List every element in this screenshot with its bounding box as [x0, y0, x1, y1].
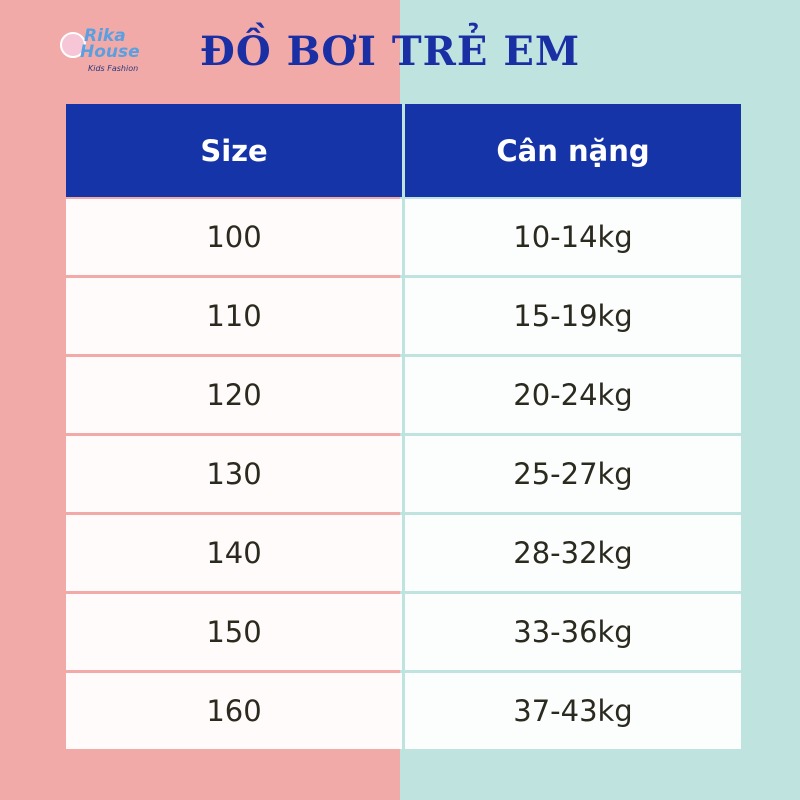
title: ĐỒ BƠI TRẺ EM — [199, 28, 581, 75]
header-cell: Cân nặng — [405, 104, 741, 197]
header-cell: Size — [66, 104, 402, 197]
table-cell: 140 — [66, 515, 402, 591]
table-cell: 20-24kg — [405, 357, 741, 433]
table-cell: 110 — [66, 278, 402, 354]
logo-text: House — [80, 42, 140, 62]
table-cell: 33-36kg — [405, 594, 741, 670]
table-cell: 37-43kg — [405, 673, 741, 749]
table-cell: 25-27kg — [405, 436, 741, 512]
table-cell: 28-32kg — [405, 515, 741, 591]
logo: Rika House Kids Fashion — [58, 28, 158, 82]
logo-tagline: Kids Fashion — [88, 64, 139, 73]
logo-icon — [60, 32, 86, 58]
logo-text: Rika — [84, 26, 126, 46]
table-cell: 10-14kg — [405, 199, 741, 275]
table-cell: 130 — [66, 436, 402, 512]
table-cell: 100 — [66, 199, 402, 275]
table-cell: 15-19kg — [405, 278, 741, 354]
table-cell: 150 — [66, 594, 402, 670]
table-cell: 120 — [66, 357, 402, 433]
table-cell: 160 — [66, 673, 402, 749]
